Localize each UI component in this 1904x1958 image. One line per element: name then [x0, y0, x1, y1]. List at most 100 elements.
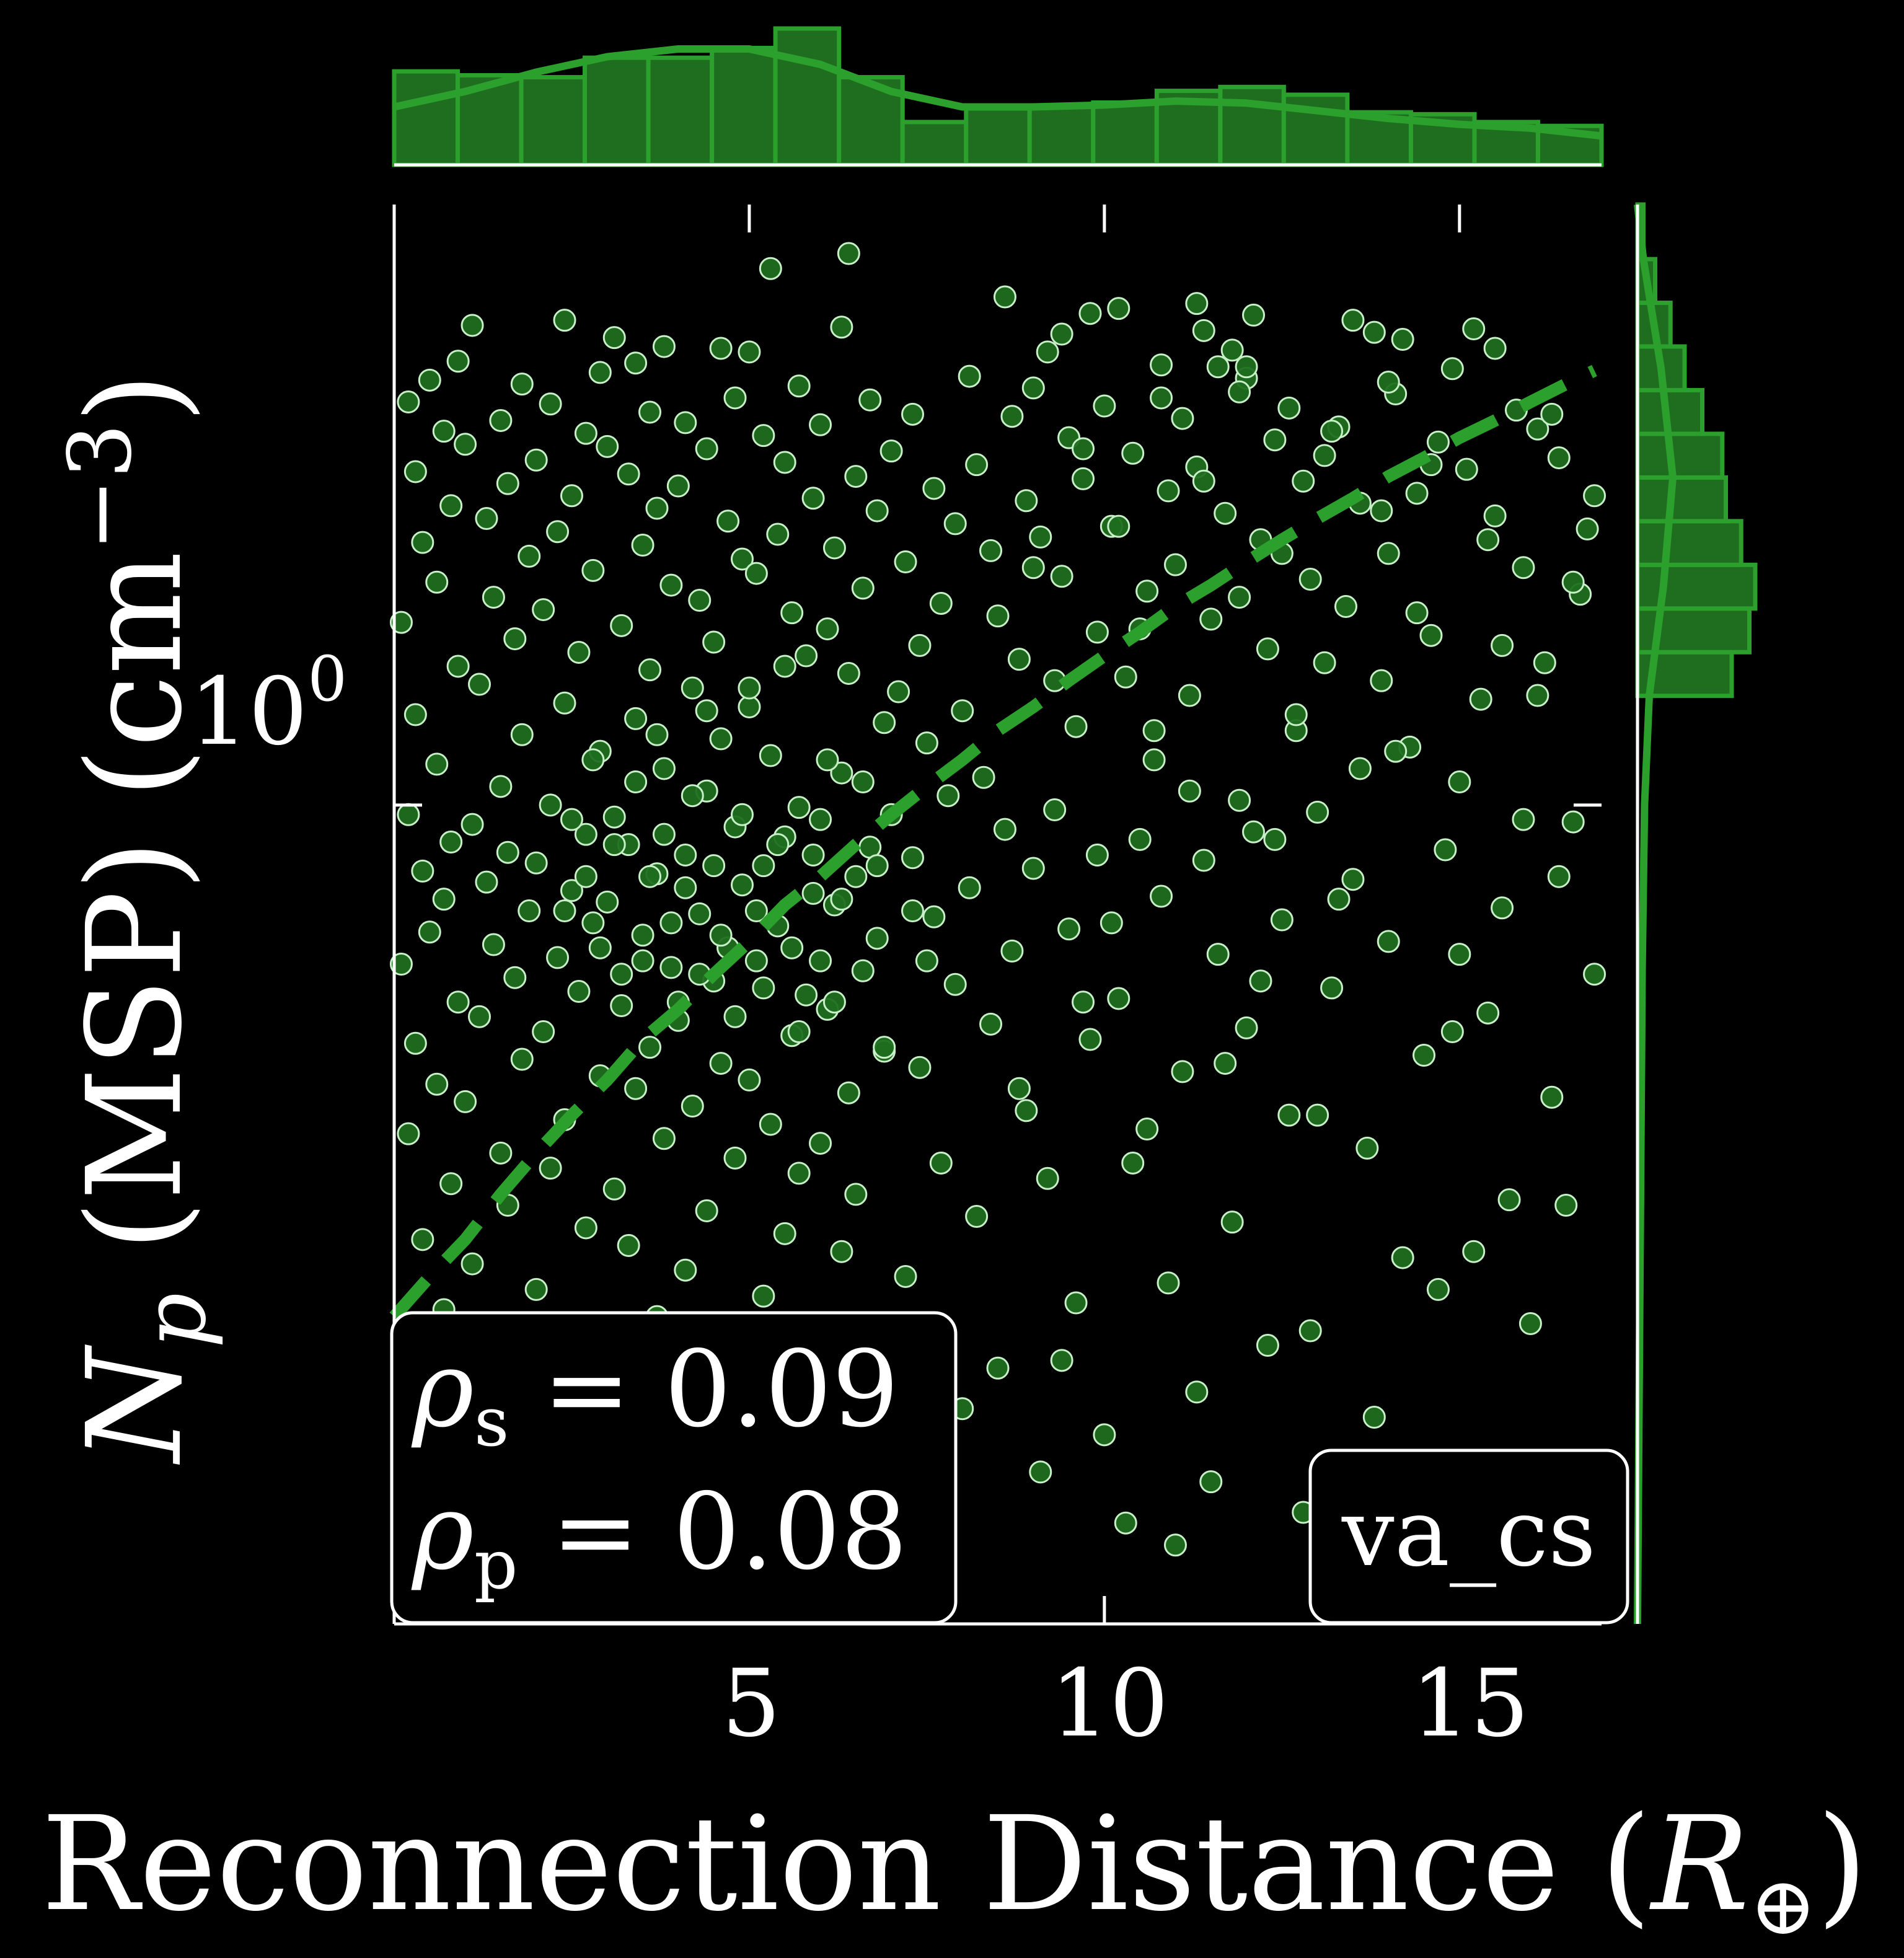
- fit-line: [389, 364, 1597, 1321]
- scatter-point: [908, 1056, 932, 1079]
- scatter-point: [1114, 665, 1137, 689]
- scatter-point: [1178, 779, 1201, 803]
- scatter-point: [1298, 1319, 1322, 1343]
- scatter-point: [652, 822, 676, 846]
- scatter-point: [1263, 827, 1287, 851]
- scatter-point: [638, 658, 662, 682]
- scatter-point: [858, 388, 882, 412]
- scatter-point: [574, 1216, 597, 1240]
- scatter-point: [688, 589, 712, 612]
- scatter-point: [510, 723, 534, 746]
- scatter-point: [666, 474, 690, 498]
- scatter-point: [1277, 1103, 1301, 1127]
- scatter-point: [773, 1222, 796, 1245]
- scatter-point: [389, 611, 413, 634]
- scatter-point: [1050, 1349, 1073, 1372]
- scatter-point: [1178, 684, 1201, 707]
- tag-label: va_cs: [1341, 1480, 1596, 1587]
- scatter-point: [432, 420, 456, 443]
- scatter-point: [475, 870, 498, 894]
- scatter-point: [1313, 651, 1336, 674]
- scatter-point: [780, 936, 804, 959]
- scatter-point: [766, 833, 790, 857]
- scatter-point: [1228, 586, 1251, 609]
- scatter-point: [1107, 514, 1130, 538]
- scatter-point: [1093, 394, 1116, 418]
- scatter-point: [638, 865, 662, 888]
- scatter-point: [1370, 499, 1393, 523]
- scatter-point: [1547, 446, 1571, 470]
- scatter-point: [972, 765, 995, 789]
- scatter-point: [801, 487, 825, 510]
- scatter-point: [1540, 1085, 1564, 1109]
- scatter-point: [922, 477, 946, 500]
- scatter-point: [602, 326, 626, 350]
- scatter-point: [446, 655, 470, 678]
- scatter-point: [1021, 556, 1045, 580]
- scatter-point: [730, 873, 754, 897]
- scatter-point: [1440, 357, 1464, 381]
- y-axis-label: Np (MSP) (cm−3): [50, 373, 226, 1465]
- scatter-point: [837, 1081, 860, 1105]
- scatter-point: [1306, 1103, 1329, 1127]
- scatter-point: [1320, 420, 1344, 443]
- scatter-point: [1214, 1052, 1237, 1075]
- scatter-point: [1476, 528, 1500, 552]
- scatter-point: [929, 592, 953, 615]
- scatter-point: [738, 1068, 761, 1091]
- scatter-point: [1171, 407, 1194, 430]
- scatter-point: [1334, 595, 1357, 619]
- scatter-point: [1228, 788, 1251, 812]
- scatter-point: [1483, 504, 1507, 527]
- scatter-point: [695, 437, 718, 461]
- scatter-point: [809, 413, 832, 436]
- scatter-point: [830, 888, 853, 911]
- scatter-point: [766, 523, 790, 546]
- scatter-point: [1426, 1277, 1450, 1301]
- scatter-point: [1078, 302, 1102, 325]
- scatter-point: [1263, 428, 1287, 452]
- scatter-point: [1036, 340, 1059, 364]
- scatter-point: [716, 509, 740, 533]
- scatter-point: [1128, 827, 1152, 851]
- scatter-point: [1426, 430, 1450, 454]
- scatter-point: [489, 1141, 513, 1165]
- scatter-point: [496, 472, 519, 495]
- scatter-point: [1107, 987, 1130, 1010]
- scatter-point: [795, 644, 818, 668]
- rho-p-label: ρp = 0.08: [411, 1471, 907, 1604]
- scatter-point: [560, 808, 583, 831]
- top-hist-bar: [392, 69, 461, 167]
- scatter-point: [631, 924, 654, 947]
- scatter-point: [397, 803, 420, 826]
- scatter-point: [1526, 417, 1549, 441]
- scatter-point: [1362, 1405, 1386, 1429]
- scatter-point: [787, 374, 811, 398]
- scatter-point: [1015, 1099, 1038, 1122]
- scatter-point: [730, 547, 754, 571]
- scatter-point: [574, 421, 597, 445]
- scatter-point: [1292, 469, 1315, 493]
- scatter-point: [915, 949, 938, 972]
- scatter-point: [652, 757, 676, 780]
- scatter-point: [1050, 322, 1073, 346]
- scatter-point: [1547, 865, 1571, 888]
- x-tick-label-15: 15: [1411, 1650, 1530, 1758]
- scatter-point: [1355, 1136, 1379, 1160]
- scatter-point: [659, 573, 683, 597]
- scatter-point: [1249, 969, 1272, 993]
- scatter-point: [752, 424, 775, 448]
- scatter-point: [503, 966, 527, 989]
- scatter-point: [965, 1205, 989, 1228]
- scatter-point: [645, 723, 669, 746]
- scatter-point: [674, 843, 697, 867]
- scatter-point: [773, 451, 796, 474]
- scatter-point: [1192, 469, 1215, 493]
- scatter-point: [532, 1020, 555, 1044]
- scatter-point: [432, 888, 456, 911]
- scatter-point: [553, 309, 576, 332]
- scatter-point: [1462, 1240, 1486, 1263]
- scatter-point: [681, 676, 704, 700]
- scatter-point: [553, 691, 576, 715]
- scatter-point: [943, 512, 967, 536]
